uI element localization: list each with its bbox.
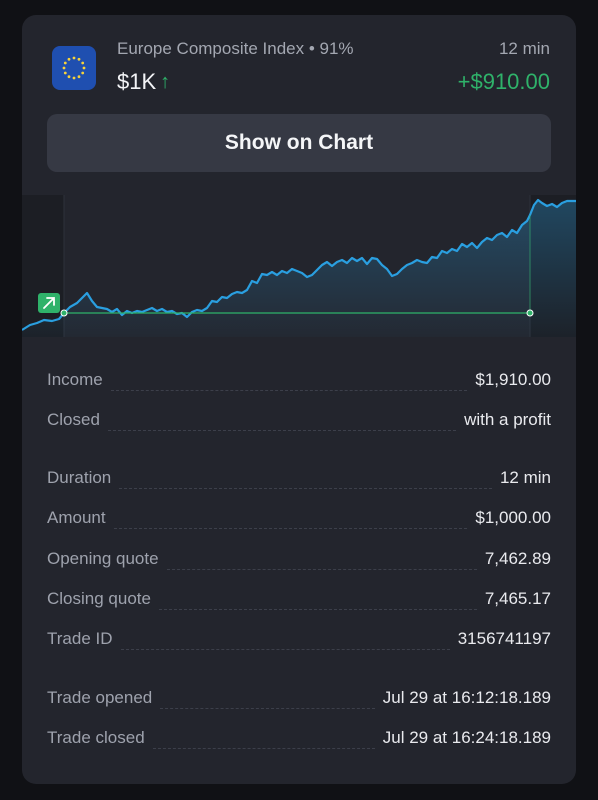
asset-name: Europe Composite Index • 91%: [117, 39, 354, 58]
detail-value: $1,910.00: [475, 370, 551, 389]
detail-label: Closed: [47, 410, 100, 429]
detail-label: Trade closed: [47, 728, 145, 747]
detail-row-trade-opened: Trade opened Jul 29 at 16:12:18.189: [47, 683, 551, 713]
detail-value: with a profit: [464, 410, 551, 429]
detail-row-trade-closed: Trade closed Jul 29 at 16:24:18.189: [47, 723, 551, 753]
detail-row-income: Income $1,910.00: [47, 365, 551, 395]
detail-value: 12 min: [499, 468, 551, 487]
detail-value: $1,000.00: [475, 508, 551, 527]
trade-up-badge-icon: [38, 293, 60, 313]
trade-mini-chart: [22, 195, 576, 337]
price-area: [22, 200, 576, 337]
detail-row-amount: Amount $1,000.00: [47, 503, 551, 533]
detail-row-trade-id: Trade ID 3156741197: [47, 624, 551, 654]
trade-amount: $1K ↑: [117, 69, 170, 95]
detail-value: 7,465.17: [484, 589, 551, 608]
trade-profit: +$910.00: [457, 69, 550, 94]
detail-label: Trade ID: [47, 629, 113, 648]
arrow-up-icon: ↑: [160, 70, 171, 93]
trade-card: Europe Composite Index • 91% $1K ↑ 12 mi…: [22, 15, 576, 784]
detail-label: Trade opened: [47, 688, 153, 707]
detail-row-opening-quote: Opening quote 7,462.89: [47, 544, 551, 574]
detail-value: 7,462.89: [484, 549, 551, 568]
eu-flag-icon: [52, 46, 96, 90]
detail-label: Closing quote: [47, 589, 151, 608]
trade-header: Europe Composite Index • 91% $1K ↑ 12 mi…: [22, 15, 576, 115]
detail-value: Jul 29 at 16:24:18.189: [382, 728, 551, 747]
detail-label: Amount: [47, 508, 106, 527]
price-line: [22, 198, 576, 331]
entry-point: [60, 309, 68, 317]
detail-value: 3156741197: [457, 629, 551, 648]
pre-trade-zone: [22, 195, 64, 337]
detail-value: Jul 29 at 16:12:18.189: [382, 688, 551, 707]
detail-row-closed: Closed with a profit: [47, 405, 551, 435]
detail-row-closing-quote: Closing quote 7,465.17: [47, 584, 551, 614]
trade-amount-value: $1K: [117, 69, 157, 94]
detail-row-duration: Duration 12 min: [47, 463, 551, 493]
trade-duration: 12 min: [498, 39, 550, 58]
detail-label: Opening quote: [47, 549, 159, 568]
detail-label: Duration: [47, 468, 112, 487]
detail-label: Income: [47, 370, 103, 389]
exit-point: [526, 309, 534, 317]
show-on-chart-button[interactable]: Show on Chart: [47, 114, 551, 172]
